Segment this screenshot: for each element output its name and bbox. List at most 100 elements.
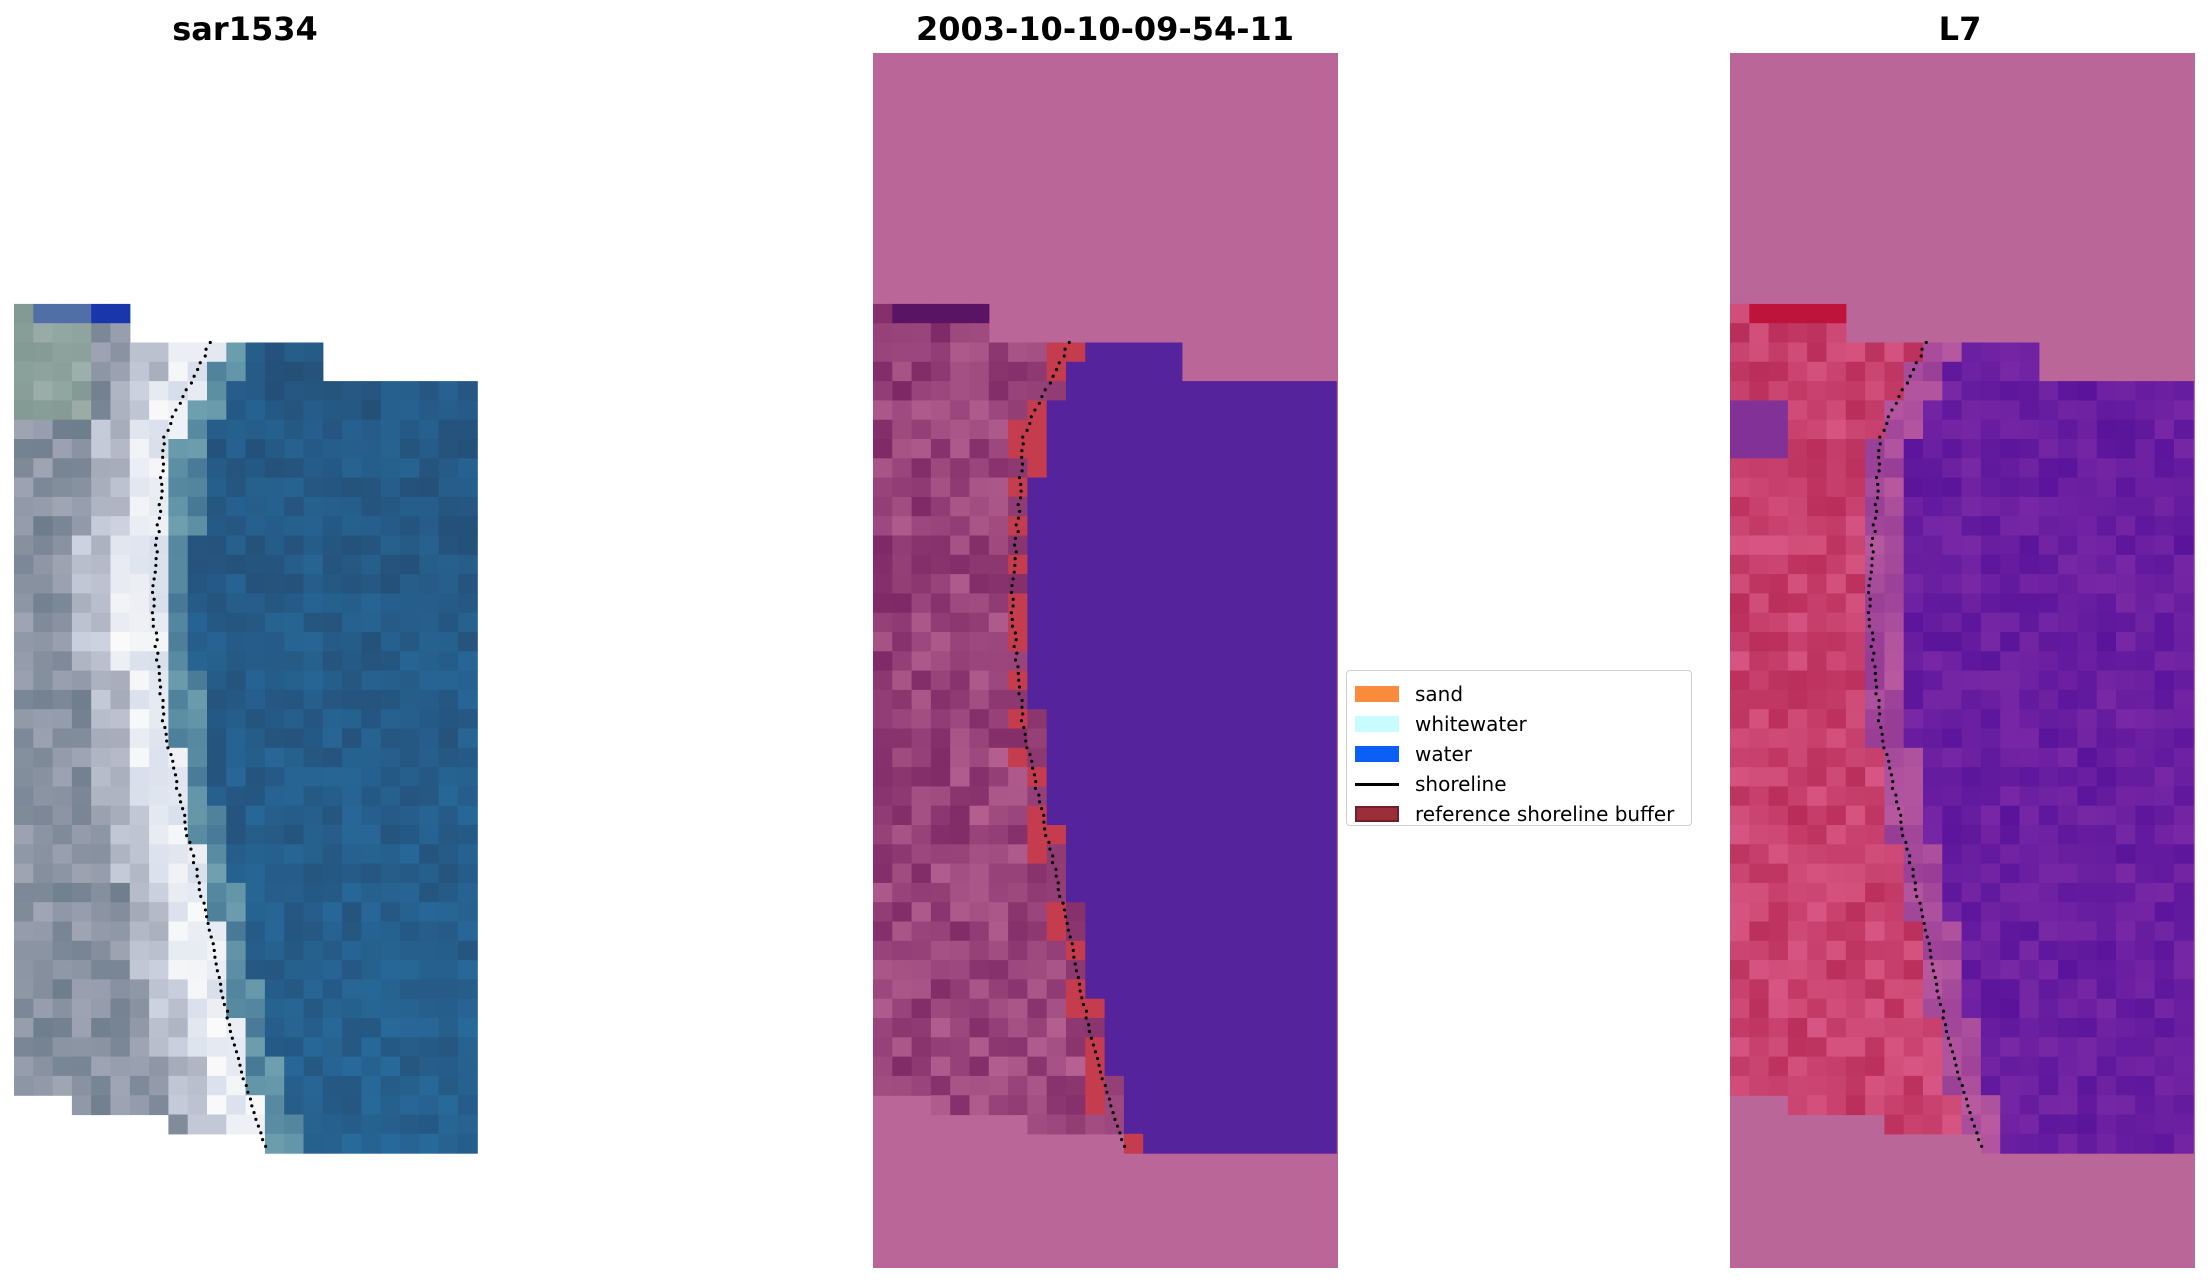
class-pixel <box>911 1018 932 1038</box>
image-pixel <box>52 574 73 594</box>
index-pixel <box>2135 1018 2156 1038</box>
class-pixel <box>873 728 893 749</box>
index-pixel <box>1884 400 1905 421</box>
image-pixel <box>361 844 382 865</box>
class-pixel <box>911 960 932 980</box>
index-pixel <box>1749 844 1770 865</box>
index-pixel <box>1923 979 1943 1000</box>
class-pixel <box>969 882 990 903</box>
index-pixel <box>2096 960 2117 980</box>
class-pixel <box>1181 1114 1202 1135</box>
image-pixel <box>52 902 73 923</box>
image-pixel <box>33 825 54 845</box>
class-pixel <box>1278 1095 1299 1116</box>
class-pixel <box>1066 361 1086 382</box>
class-pixel <box>1085 863 1106 884</box>
class-pixel <box>1162 786 1183 807</box>
image-pixel <box>110 381 131 401</box>
class-pixel <box>1297 998 1318 1019</box>
image-pixel <box>342 902 362 923</box>
class-pixel <box>1085 574 1106 594</box>
image-pixel <box>438 400 459 421</box>
image-pixel <box>457 767 478 787</box>
shoreline-point <box>174 786 179 790</box>
index-pixel <box>1884 689 1905 710</box>
image-pixel <box>245 342 266 363</box>
image-pixel <box>380 844 401 865</box>
image-pixel <box>52 825 73 845</box>
class-pixel <box>1104 863 1125 884</box>
shoreline-point <box>1017 685 1022 689</box>
class-pixel <box>1239 554 1260 575</box>
image-pixel <box>400 1095 420 1116</box>
index-pixel <box>1749 921 1770 942</box>
class-pixel <box>1239 805 1260 826</box>
image-pixel <box>457 632 478 652</box>
class-pixel <box>1259 825 1279 845</box>
index-pixel <box>1903 496 1924 517</box>
image-pixel <box>245 805 266 826</box>
shoreline-point <box>1030 759 1034 763</box>
image-pixel <box>419 844 440 865</box>
image-pixel <box>380 709 401 730</box>
index-pixel <box>2077 709 2098 730</box>
class-pixel <box>1027 767 1048 787</box>
image-pixel <box>400 574 420 594</box>
image-pixel <box>342 747 362 768</box>
index-pixel <box>1961 593 1982 614</box>
image-pixel <box>187 632 208 652</box>
image-pixel <box>245 1018 266 1038</box>
image-pixel <box>322 554 343 575</box>
shoreline-point <box>219 989 223 993</box>
class-pixel <box>1085 689 1106 710</box>
shoreline-point <box>171 759 175 763</box>
class-pixel <box>911 439 932 459</box>
class-pixel <box>1297 574 1318 594</box>
index-pixel <box>1903 825 1924 845</box>
class-pixel <box>1278 805 1299 826</box>
class-pixel <box>1239 632 1260 652</box>
classified-image <box>873 53 1338 1268</box>
image-pixel <box>419 593 440 614</box>
image-pixel <box>33 670 54 691</box>
class-pixel <box>930 458 951 479</box>
class-pixel <box>930 419 951 440</box>
index-pixel <box>2096 940 2117 961</box>
index-pixel <box>1768 400 1789 421</box>
class-pixel <box>930 882 951 903</box>
index-pixel <box>2116 651 2136 672</box>
image-pixel <box>400 825 420 845</box>
image-pixel <box>187 998 208 1019</box>
class-pixel <box>1181 1037 1202 1058</box>
image-pixel <box>361 1133 382 1154</box>
class-pixel <box>1085 767 1106 787</box>
index-pixel <box>2096 670 2117 691</box>
class-pixel <box>1201 863 1221 884</box>
class-pixel <box>930 516 951 537</box>
image-pixel <box>264 632 285 652</box>
image-pixel <box>110 593 131 614</box>
index-pixel <box>1923 574 1943 594</box>
class-pixel <box>1239 747 1260 768</box>
image-pixel <box>342 709 362 730</box>
class-pixel <box>988 535 1009 556</box>
index-pixel <box>2077 612 2098 633</box>
class-pixel <box>1297 632 1318 652</box>
image-pixel <box>419 805 440 826</box>
image-pixel <box>400 786 420 807</box>
class-pixel <box>1297 844 1318 865</box>
index-pixel <box>1961 709 1982 730</box>
index-pixel <box>2038 747 2059 768</box>
image-pixel <box>129 940 150 961</box>
image-pixel <box>129 419 150 440</box>
class-pixel <box>1181 902 1202 923</box>
index-pixel <box>2116 1133 2136 1154</box>
index-pixel <box>1730 863 1750 884</box>
image-pixel <box>342 477 362 498</box>
class-pixel <box>969 342 990 363</box>
index-pixel <box>2077 439 2098 459</box>
shoreline-point <box>1028 752 1032 757</box>
image-pixel <box>226 419 247 440</box>
class-pixel <box>969 805 990 826</box>
image-pixel <box>245 593 266 614</box>
